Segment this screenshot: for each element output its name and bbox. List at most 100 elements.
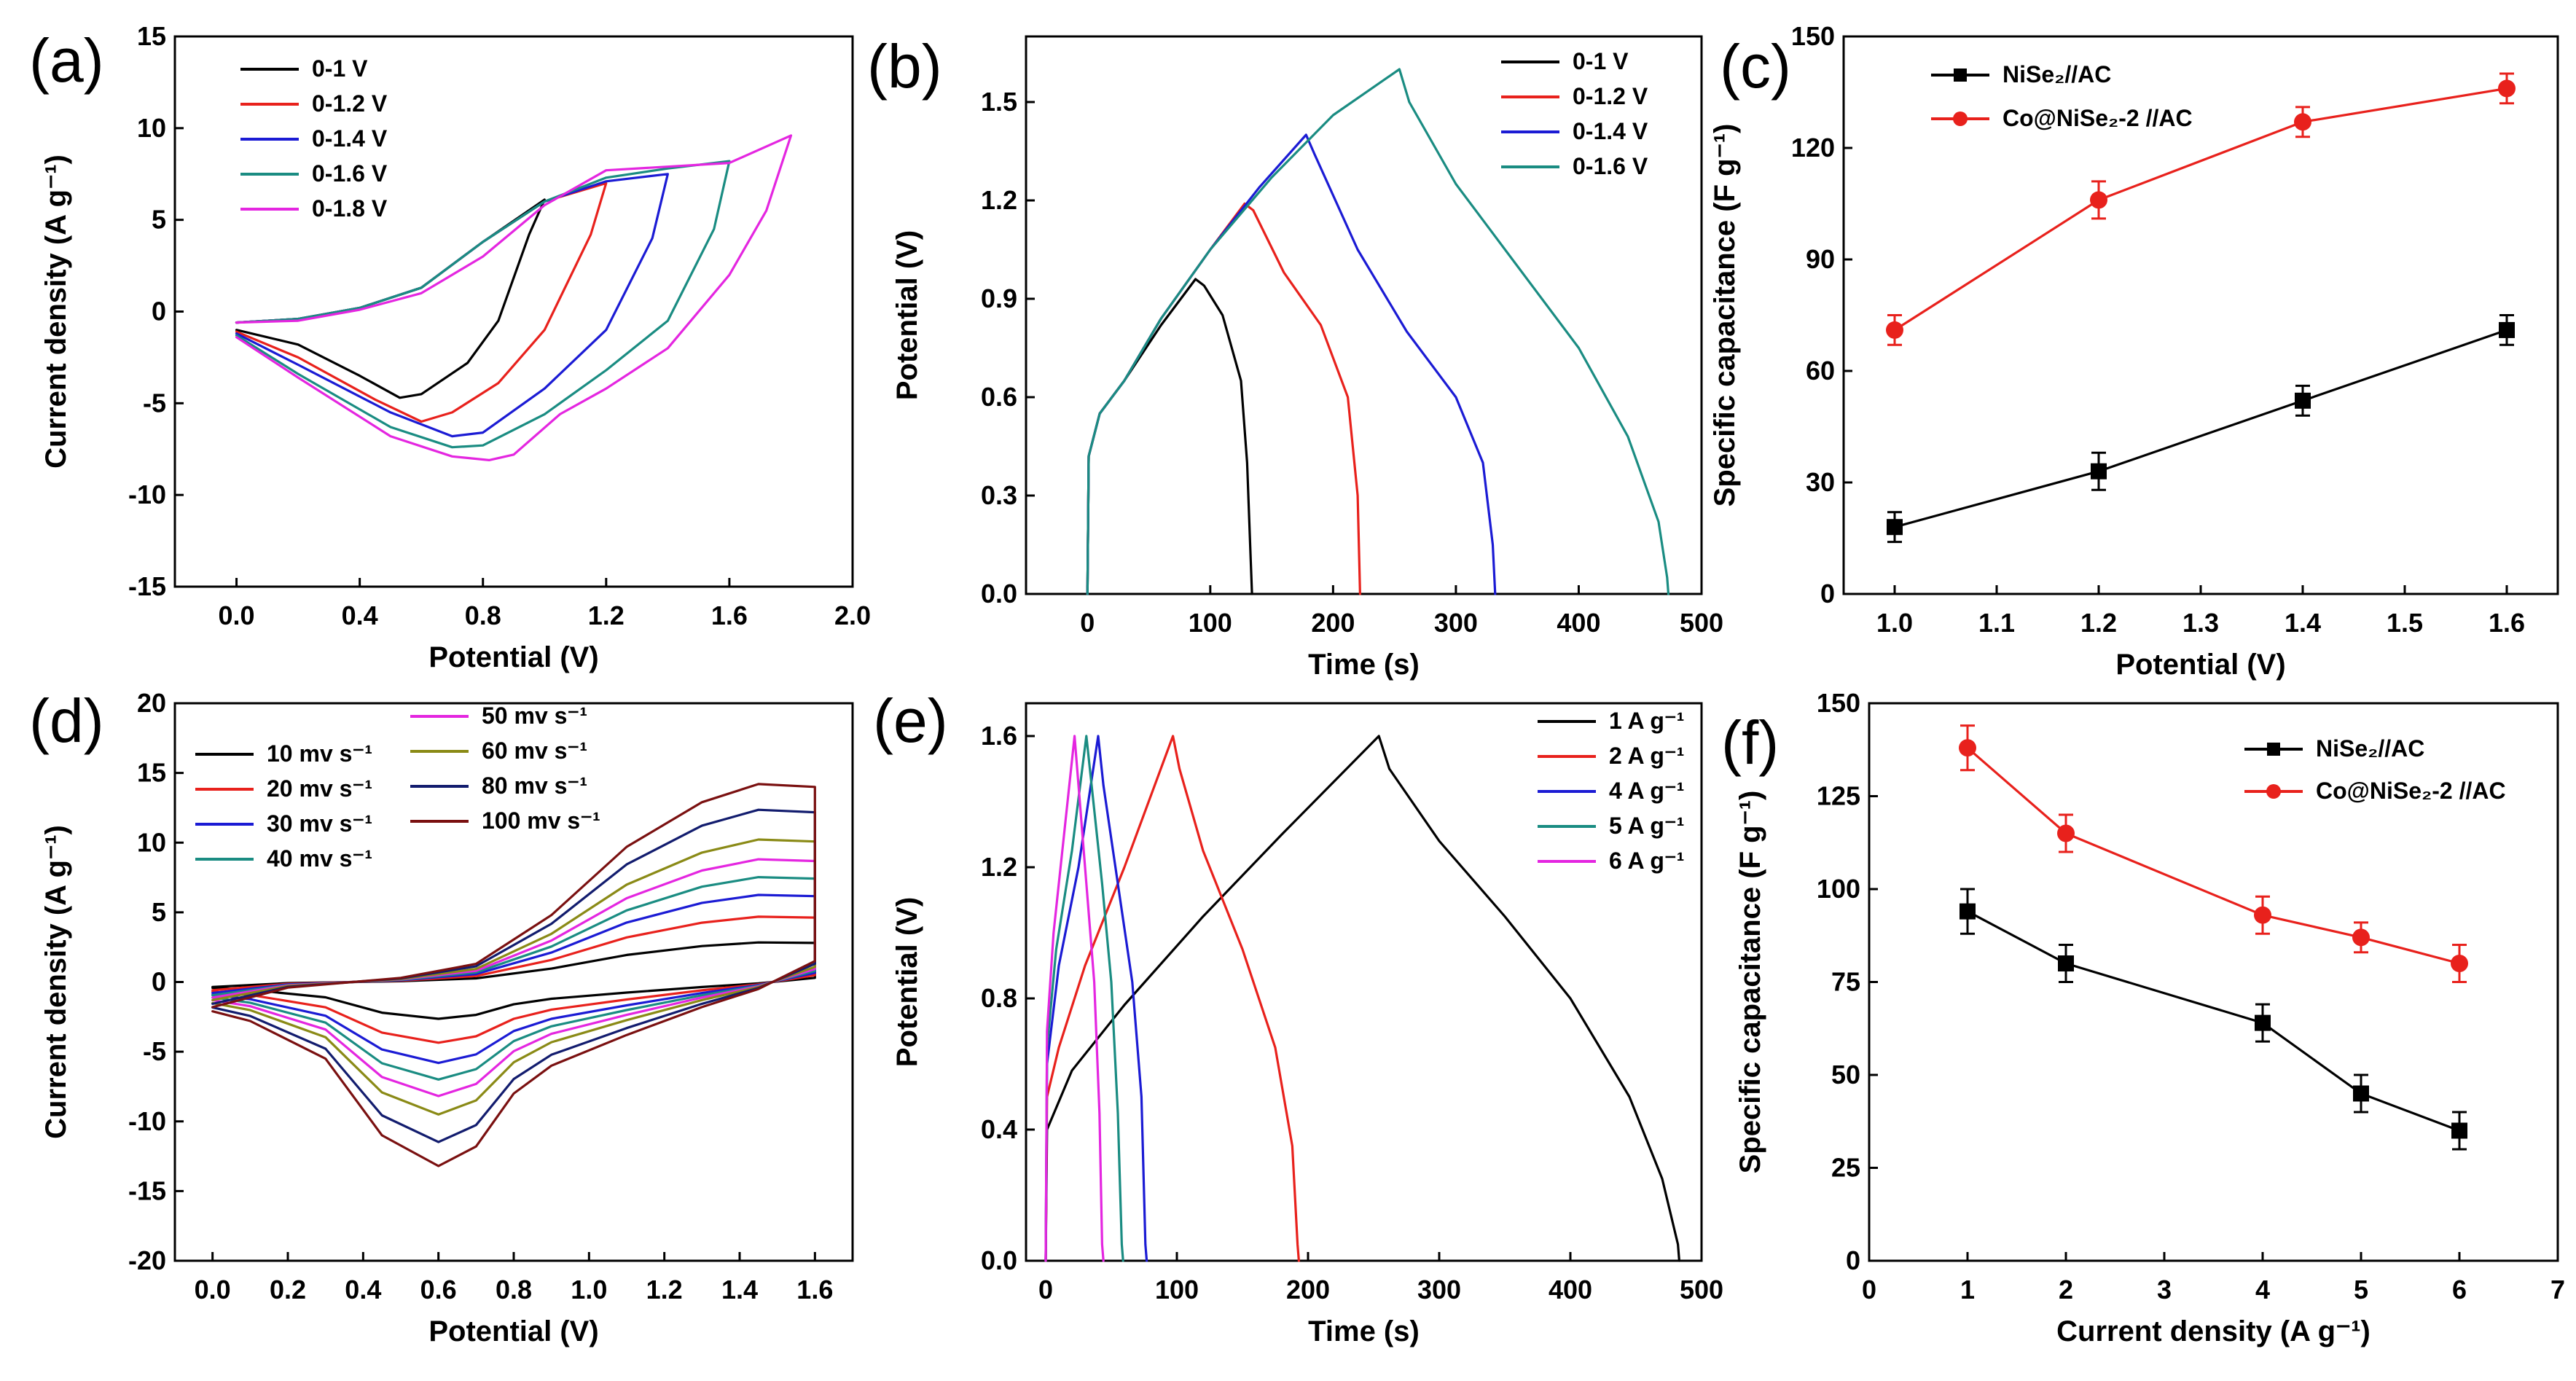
- y-axis-label: Potential (V): [891, 897, 923, 1067]
- panel-label: (f): [1721, 708, 1779, 777]
- series-line: [1044, 735, 1148, 1262]
- plot-frame: [1025, 702, 1703, 1262]
- legend-item: 4 A g⁻¹: [1538, 778, 1684, 804]
- y-tick-label: 0.0: [981, 579, 1017, 609]
- x-axis-label: Potential (V): [2115, 649, 2285, 681]
- legend-marker: [1953, 112, 1968, 126]
- x-tick-label: 100: [1189, 608, 1232, 638]
- series-line: [211, 838, 816, 1116]
- y-tick-label: 25: [1831, 1153, 1860, 1183]
- x-tick-label: 0.4: [342, 600, 378, 630]
- y-tick-label: -20: [128, 1245, 166, 1275]
- y-axis-label: Specific capacitance (F g⁻¹): [1709, 124, 1741, 507]
- x-tick-label: 0.8: [496, 1275, 532, 1304]
- panel-f: 0 1 2 3 4 5 6 7 0 25 50 75 100 125 150 Current density …: [1721, 688, 2565, 1347]
- y-tick-label: -10: [128, 1106, 166, 1136]
- x-tick-label: 1.4: [721, 1275, 758, 1304]
- legend-label: 20 mv s⁻¹: [267, 775, 372, 802]
- x-tick-label: 1.0: [1876, 608, 1913, 638]
- y-tick-label: 60: [1806, 356, 1835, 386]
- y-tick-label: 125: [1817, 781, 1860, 811]
- y-tick-label: 20: [137, 688, 166, 718]
- y-tick-label: -5: [143, 1036, 166, 1066]
- panel-label: (e): [873, 686, 948, 755]
- y-tick-label: 150: [1791, 21, 1835, 51]
- data-point: [2451, 955, 2468, 972]
- data-point: [1886, 321, 1903, 339]
- x-tick-label: 1.2: [2080, 608, 2117, 638]
- legend-marker: [2267, 743, 2280, 756]
- plot-frame: [173, 35, 854, 588]
- x-tick-label: 2.0: [834, 600, 871, 630]
- legend-marker: [1954, 69, 1967, 82]
- y-tick-label: 30: [1806, 467, 1835, 497]
- x-tick-label: 300: [1417, 1275, 1461, 1304]
- series-line: [211, 858, 816, 1098]
- x-tick-label: 1.5: [2387, 608, 2423, 638]
- y-axis-label: Current density (A g⁻¹): [40, 154, 72, 469]
- series-line: [1044, 735, 1680, 1262]
- x-tick-label: 3: [2157, 1275, 2172, 1304]
- y-tick-label: -5: [143, 388, 166, 418]
- x-tick-label: 1.1: [1978, 608, 2015, 638]
- y-axis-label: Potential (V): [891, 230, 923, 400]
- legend-label: 0-1 V: [1573, 48, 1629, 74]
- y-tick-label: 0: [1846, 1245, 1860, 1275]
- data-point: [2254, 906, 2271, 924]
- legend-label: 6 A g⁻¹: [1609, 848, 1684, 874]
- x-tick-label: 5: [2354, 1275, 2368, 1304]
- series-line: [235, 173, 669, 438]
- panel-c: 1.0 1.1 1.2 1.3 1.4 1.5 1.6 0 30 60 90 120 150 Potent…: [1709, 21, 2559, 681]
- y-tick-label: 100: [1817, 874, 1860, 904]
- x-axis-label: Potential (V): [428, 641, 598, 673]
- legend-label: 100 mv s⁻¹: [482, 807, 600, 834]
- legend-item: 10 mv s⁻¹: [195, 740, 372, 767]
- x-tick-label: 1.2: [588, 600, 625, 630]
- y-tick-label: 120: [1791, 133, 1835, 163]
- legend-label: NiSe₂//AC: [2003, 61, 2111, 87]
- y-tick-label: 0: [1820, 579, 1835, 609]
- legend-item: 0-1.2 V: [1501, 83, 1648, 109]
- y-tick-label: 50: [1831, 1060, 1860, 1089]
- legend-item: 0-1.4 V: [1501, 118, 1648, 144]
- y-tick-label: 5: [152, 205, 166, 235]
- x-tick-label: 200: [1311, 608, 1355, 638]
- legend-label: 0-1.6 V: [1573, 153, 1648, 179]
- x-tick-label: 1: [1960, 1275, 1975, 1304]
- series-line: [1893, 329, 2508, 528]
- data-point: [2091, 463, 2107, 480]
- x-tick-label: 1.4: [2285, 608, 2321, 638]
- y-tick-label: 15: [137, 758, 166, 788]
- series-line: [1044, 735, 1300, 1262]
- legend-item: 0-1 V: [1501, 48, 1629, 74]
- data-point: [1959, 739, 1976, 757]
- legend-label: 0-1 V: [312, 55, 368, 82]
- x-axis-label: Potential (V): [428, 1315, 598, 1347]
- x-tick-label: 0: [1038, 1275, 1053, 1304]
- x-tick-label: 0.0: [219, 600, 255, 630]
- series-line: [211, 876, 816, 1081]
- legend-item: 6 A g⁻¹: [1538, 848, 1684, 874]
- data-point: [2352, 928, 2370, 947]
- x-tick-label: 1.0: [571, 1275, 607, 1304]
- x-tick-label: 400: [1557, 608, 1600, 638]
- legend-label: 0-1.2 V: [312, 90, 388, 117]
- series-line: [211, 941, 816, 1020]
- x-tick-label: 6: [2452, 1275, 2467, 1304]
- legend-item: 20 mv s⁻¹: [195, 775, 372, 802]
- series-line: [1044, 735, 1105, 1262]
- x-tick-label: 1.6: [796, 1275, 833, 1304]
- legend-label: Co@NiSe₂-2 //AC: [2316, 778, 2506, 804]
- series-line: [211, 915, 816, 1044]
- series-line: [211, 783, 816, 1167]
- x-tick-label: 1.6: [711, 600, 748, 630]
- data-point: [2498, 79, 2516, 98]
- legend-item: Co@NiSe₂-2 //AC: [2244, 778, 2506, 804]
- y-tick-label: 0: [152, 967, 166, 997]
- legend-item: NiSe₂//AC: [1931, 61, 2111, 87]
- x-axis-label: Time (s): [1308, 1315, 1420, 1347]
- data-point: [2295, 392, 2311, 409]
- series-line: [1086, 133, 1497, 595]
- series-line: [1893, 87, 2508, 332]
- x-tick-label: 7: [2550, 1275, 2565, 1304]
